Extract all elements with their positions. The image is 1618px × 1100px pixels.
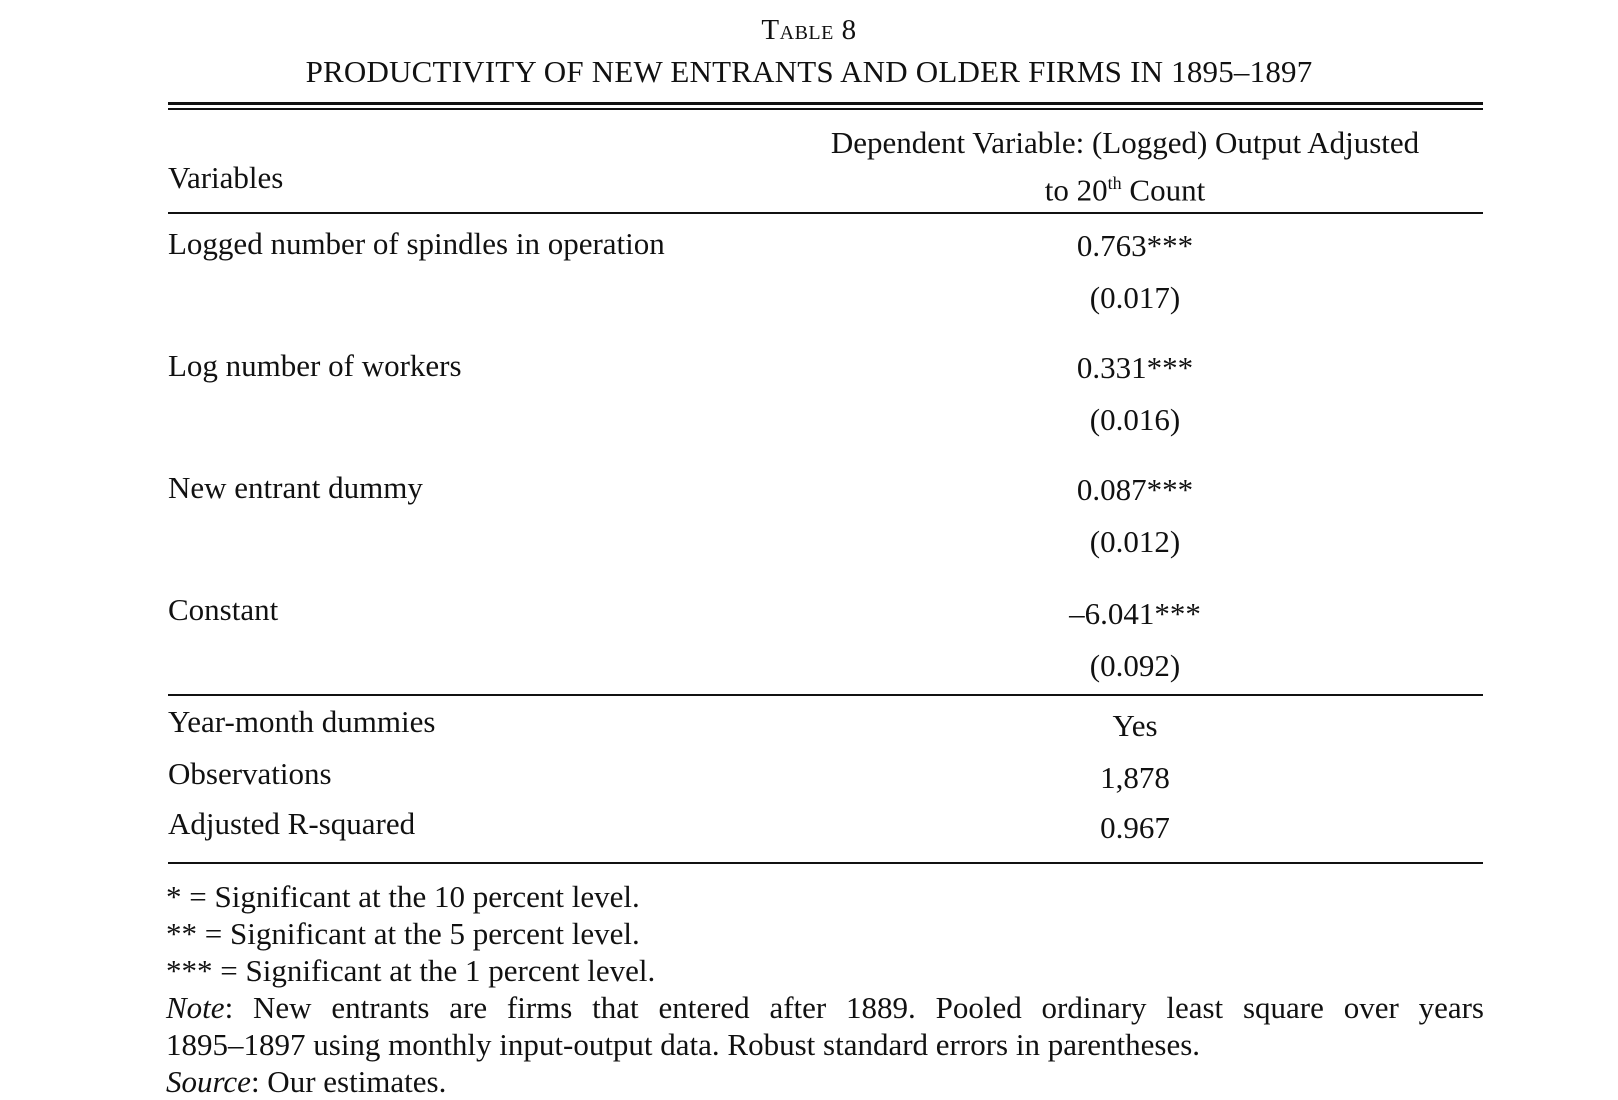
source-text: : Our estimates. <box>250 1064 447 1099</box>
note-line-1: Note: New entrants are firms that entere… <box>166 989 1484 1026</box>
header-variables: Variables <box>168 160 284 195</box>
source-line: Source: Our estimates. <box>166 1063 1484 1100</box>
table-title: PRODUCTIVITY OF NEW ENTRANTS AND OLDER F… <box>305 54 1313 89</box>
header-rule <box>168 212 1483 214</box>
summary-value-adj-r2: 0.967 <box>1100 810 1170 845</box>
source-label: Source <box>166 1064 251 1099</box>
row-se-workers: (0.016) <box>1089 402 1181 437</box>
row-label-workers: Log number of workers <box>168 348 462 383</box>
row-coef-workers: 0.331*** <box>1076 350 1194 385</box>
note-line-2: 1895–1897 using monthly input-output dat… <box>166 1027 1201 1062</box>
header-dependent-line1: Dependent Variable: (Logged) Output Adju… <box>830 125 1420 160</box>
note-sig-5: ** = Significant at the 5 percent level. <box>166 916 640 951</box>
row-se-constant: (0.092) <box>1089 648 1181 683</box>
body-rule <box>168 694 1483 696</box>
summary-label-observations: Observations <box>168 756 332 791</box>
table-notes: * = Significant at the 10 percent level.… <box>166 878 1484 1100</box>
summary-value-observations: 1,878 <box>1100 760 1170 795</box>
header-dependent-line2-pre: to 20 <box>1044 172 1108 208</box>
header-dependent-superscript: th <box>1107 173 1122 193</box>
note-sig-10: * = Significant at the 10 percent level. <box>166 879 640 914</box>
table-number: Table 8 <box>761 14 857 46</box>
header-dependent-variable: Dependent Variable: (Logged) Output Adju… <box>780 122 1470 210</box>
row-coef-constant: –6.041*** <box>1069 596 1201 631</box>
row-label-spindles: Logged number of spindles in operation <box>168 226 665 261</box>
summary-label-adj-r2: Adjusted R-squared <box>168 806 416 841</box>
note-sig-1: *** = Significant at the 1 percent level… <box>166 953 656 988</box>
summary-value-year-month: Yes <box>1112 708 1158 743</box>
row-coef-new-entrant: 0.087*** <box>1076 472 1194 507</box>
summary-label-year-month: Year-month dummies <box>168 704 436 739</box>
top-rule <box>168 102 1483 105</box>
row-label-constant: Constant <box>168 592 279 627</box>
top-rule-second <box>168 108 1483 110</box>
row-label-new-entrant: New entrant dummy <box>168 470 423 505</box>
row-coef-spindles: 0.763*** <box>1076 228 1194 263</box>
header-dependent-line2: to 20th Count <box>780 163 1470 210</box>
note-label: Note <box>166 990 225 1025</box>
row-se-new-entrant: (0.012) <box>1089 524 1181 559</box>
bottom-rule <box>168 862 1483 864</box>
note-text-1: : New entrants are firms that entered af… <box>224 990 1484 1025</box>
header-dependent-line2-post: Count <box>1121 172 1206 208</box>
row-se-spindles: (0.017) <box>1089 280 1181 315</box>
